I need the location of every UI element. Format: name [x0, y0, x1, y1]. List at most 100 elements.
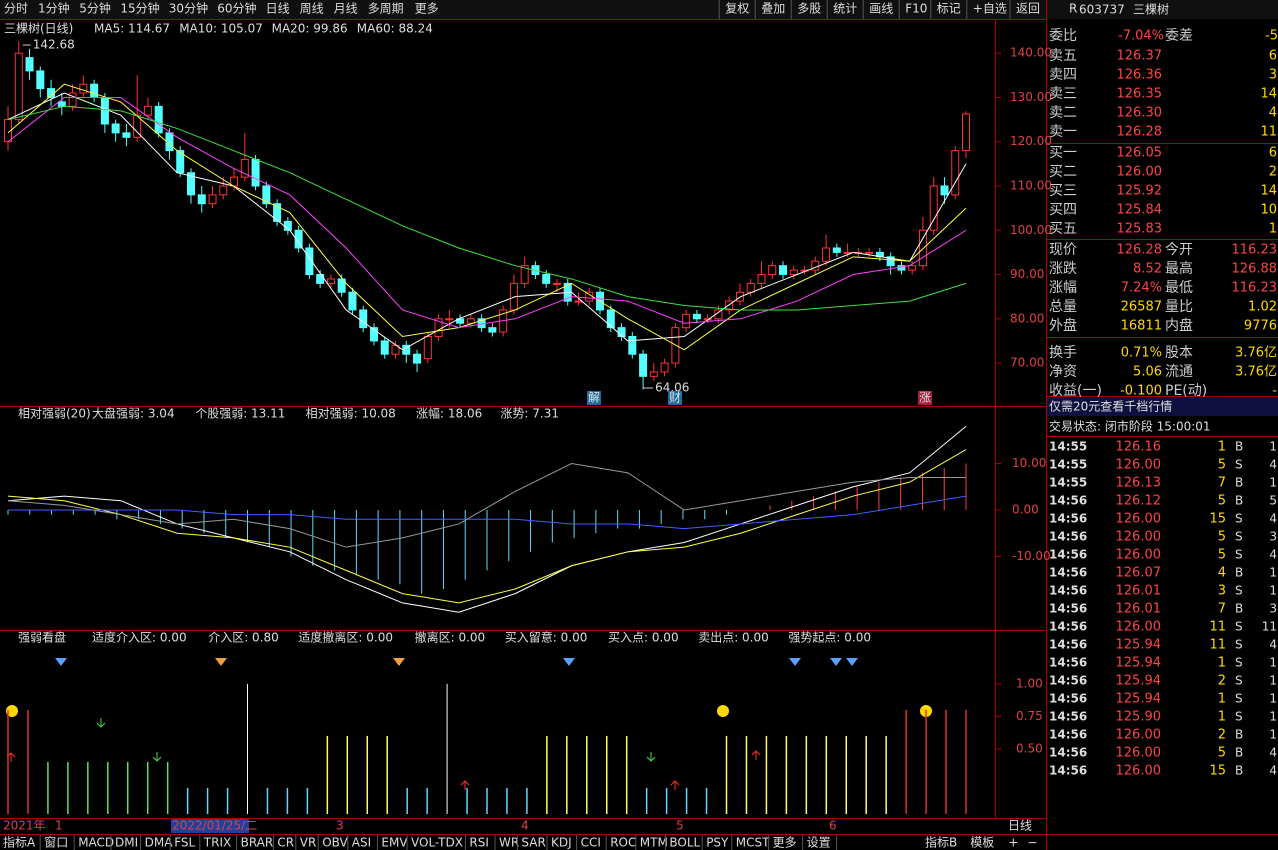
- indicator-tab[interactable]: VOL-TDX: [411, 836, 463, 850]
- tick-side: S: [1235, 674, 1243, 688]
- indicator-tab[interactable]: BRAR: [241, 836, 274, 850]
- field-value: 0.71%: [1121, 346, 1162, 361]
- tick-time: 14:56: [1049, 692, 1087, 706]
- tick-volume: 1: [1218, 692, 1226, 707]
- indicator-tab[interactable]: −: [1027, 836, 1037, 850]
- indicator-tab[interactable]: VR: [300, 836, 317, 850]
- field-label: 流通: [1165, 364, 1193, 380]
- indicator-tab[interactable]: WR: [499, 836, 519, 850]
- menu-button[interactable]: 叠加: [761, 2, 785, 16]
- indicator-tab[interactable]: FSL: [174, 836, 195, 850]
- menu-button[interactable]: 复权: [725, 2, 749, 16]
- indicator-tab[interactable]: DMA: [145, 836, 174, 850]
- indicator-label: 个股强弱: 13.11: [195, 407, 285, 421]
- indicator-tab[interactable]: 指标A: [3, 835, 36, 850]
- candle-body: [628, 336, 637, 355]
- menu-item[interactable]: 分时: [4, 2, 28, 16]
- menu-bar: [0, 0, 1278, 19]
- tick-time: 14:56: [1049, 494, 1087, 508]
- tick-side: S: [1235, 458, 1243, 472]
- indicator-tab[interactable]: DMI: [115, 836, 138, 850]
- indicator-tab[interactable]: MCST: [736, 836, 770, 850]
- menu-button[interactable]: F10: [905, 2, 927, 16]
- indicator-tab[interactable]: BOLL: [669, 836, 700, 850]
- menu-item[interactable]: 日线: [266, 2, 290, 16]
- indicator-tab[interactable]: +: [1008, 836, 1018, 850]
- book-label: 买二: [1049, 164, 1077, 180]
- indicator-tab[interactable]: MACD: [78, 836, 114, 850]
- indicator-tab[interactable]: KDJ: [551, 836, 572, 850]
- menu-button[interactable]: 多股: [797, 2, 821, 16]
- book-price: 126.35: [1117, 87, 1163, 102]
- book-volume: 6: [1269, 49, 1277, 64]
- indicator-tab[interactable]: 更多: [773, 836, 797, 850]
- indicator-tab[interactable]: TRIX: [203, 836, 231, 850]
- tick-side: B: [1235, 494, 1243, 508]
- menu-item[interactable]: 月线: [334, 2, 358, 16]
- indicator-tab[interactable]: 指标B: [925, 835, 957, 850]
- candle-body: [918, 229, 927, 267]
- ma-label: MA60: 88.24: [357, 22, 433, 36]
- date-label: 2022/01/25/二: [172, 819, 257, 833]
- field-label: 换手: [1049, 344, 1077, 361]
- menu-item[interactable]: 更多: [415, 2, 439, 16]
- code-marker: R: [1069, 2, 1077, 16]
- indicator-tab[interactable]: OBV: [322, 836, 348, 850]
- field-value: -5: [1265, 29, 1278, 44]
- tick-count: 3: [1269, 602, 1277, 616]
- tick-volume: 11: [1209, 638, 1226, 653]
- event-badge: [587, 391, 601, 405]
- book-label: 卖四: [1049, 67, 1077, 83]
- candle-body: [552, 282, 561, 285]
- diamond-icon: [846, 658, 858, 666]
- tick-count: 1: [1269, 476, 1277, 490]
- menu-item[interactable]: 60分钟: [217, 1, 256, 16]
- candle-body: [25, 57, 34, 72]
- menu-item[interactable]: 15分钟: [120, 1, 159, 16]
- date-label: 5: [676, 819, 684, 833]
- candle-body: [348, 291, 357, 311]
- menu-item[interactable]: 1分钟: [38, 1, 70, 16]
- indicator-tab[interactable]: MTM: [640, 836, 668, 850]
- menu-item[interactable]: 周线: [300, 2, 324, 16]
- indicator-label: 买入留意: 0.00: [505, 630, 588, 645]
- menu-item[interactable]: 多周期: [368, 2, 404, 16]
- field-label: 收益(一): [1049, 383, 1102, 399]
- menu-item[interactable]: 30分钟: [169, 1, 208, 16]
- tick-price: 125.90: [1116, 710, 1162, 725]
- ma-label: MA10: 105.07: [179, 22, 263, 36]
- book-label: 买三: [1049, 183, 1077, 199]
- tick-side: B: [1235, 728, 1243, 742]
- indicator-tab[interactable]: ASI: [352, 836, 371, 850]
- indicator-label: 适度介入区: 0.00: [92, 630, 187, 645]
- period-label: 日线: [1008, 819, 1032, 833]
- menu-button[interactable]: 统计: [833, 2, 857, 16]
- tick-price: 126.12: [1116, 494, 1162, 509]
- banner[interactable]: 仅需20元查看千档行情: [1049, 400, 1172, 414]
- indicator-tab[interactable]: 模板: [970, 836, 994, 850]
- book-price: 125.84: [1117, 203, 1163, 218]
- indicator-tab[interactable]: CCI: [581, 836, 601, 850]
- menu-item[interactable]: 5分钟: [79, 1, 111, 16]
- indicator-tab[interactable]: PSY: [706, 836, 729, 850]
- book-price: 125.83: [1117, 222, 1163, 237]
- indicator-tab[interactable]: 设置: [807, 836, 831, 850]
- menu-button[interactable]: 标记: [937, 2, 961, 16]
- diamond-icon: [789, 658, 801, 666]
- indicator-tab[interactable]: 窗口: [44, 836, 68, 850]
- tick-time: 14:56: [1049, 530, 1087, 544]
- date-highlight: [171, 819, 249, 833]
- indicator-tab[interactable]: RSI: [469, 836, 489, 850]
- candle-body: [757, 274, 766, 284]
- tick-volume: 2: [1218, 674, 1226, 689]
- indicator-line: [8, 495, 967, 530]
- menu-button[interactable]: 返回: [1016, 2, 1040, 16]
- indicator-tab[interactable]: SAR: [521, 836, 545, 850]
- menu-button[interactable]: 画线: [869, 2, 893, 16]
- menu-button[interactable]: +自选: [973, 2, 1007, 16]
- indicator-tab[interactable]: CR: [277, 836, 294, 850]
- indicator-tab[interactable]: EMV: [381, 836, 408, 850]
- y-tick-label: 130.00: [1010, 90, 1052, 104]
- indicator-tab[interactable]: ROC: [610, 836, 636, 850]
